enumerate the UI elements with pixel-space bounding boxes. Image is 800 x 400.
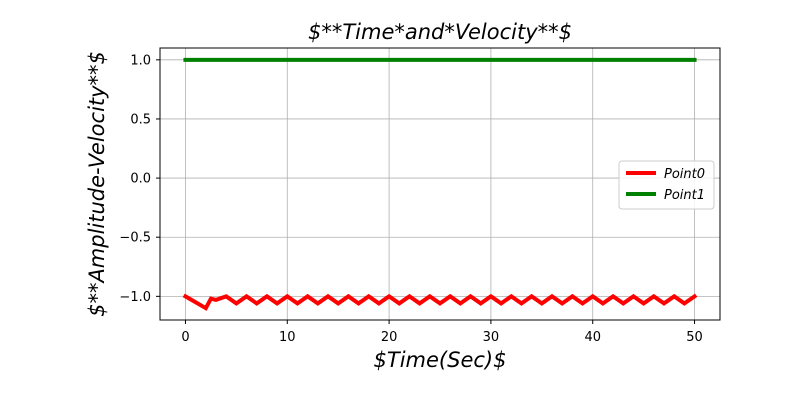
y-tick-label-0: −1.0: [119, 290, 151, 305]
y-axis-title: $**Amplitude-Velocity**$: [85, 51, 109, 317]
chart-title: $**Time*and*Velocity**$: [308, 20, 572, 44]
legend: Point0 Point1: [618, 160, 715, 210]
x-axis-title: $Time(Sec)$: [374, 348, 507, 372]
y-tick-label-4: 1.0: [130, 53, 151, 68]
x-tick-label-0: 0: [181, 330, 189, 345]
legend-label-point1: Point1: [664, 188, 705, 203]
y-tick-label-3: 0.5: [130, 112, 151, 127]
plot-frame: [159, 47, 721, 321]
series-line-point0: [182, 293, 698, 311]
x-tick-label-1: 10: [279, 330, 296, 345]
series-layer: [182, 57, 698, 311]
legend-label-point0: Point0: [664, 167, 705, 182]
x-tick-label-5: 50: [686, 330, 703, 345]
x-tick-label-4: 40: [584, 330, 601, 345]
x-tick-label-2: 20: [381, 330, 398, 345]
y-tick-label-1: −0.5: [119, 231, 151, 246]
y-tick-label-2: 0.0: [130, 172, 151, 187]
x-tick-label-3: 30: [483, 330, 500, 345]
axis-ticks: 0 10 20 30 40 50 −1.0 −0.5 0.0 0.5 1.0: [119, 53, 702, 345]
